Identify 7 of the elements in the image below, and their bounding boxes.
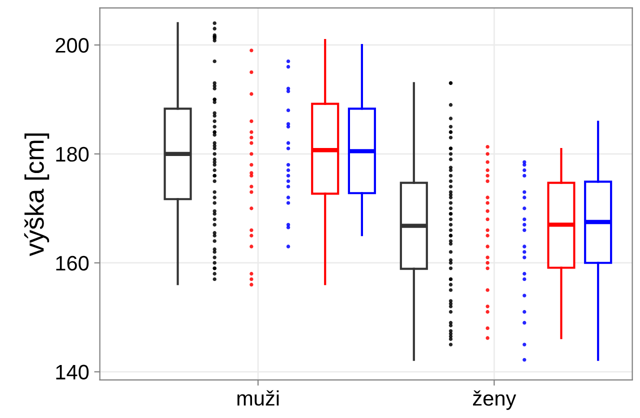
y-tick-label: 140	[56, 364, 89, 380]
x-tick-label: muži	[237, 390, 279, 406]
y-tick-label: 160	[56, 256, 89, 271]
y-tick-label: 180	[56, 146, 89, 162]
y-axis-title: výška [cm]	[24, 134, 50, 256]
y-tick-label: 200	[56, 38, 89, 53]
x-tick-label: ženy	[473, 390, 516, 410]
